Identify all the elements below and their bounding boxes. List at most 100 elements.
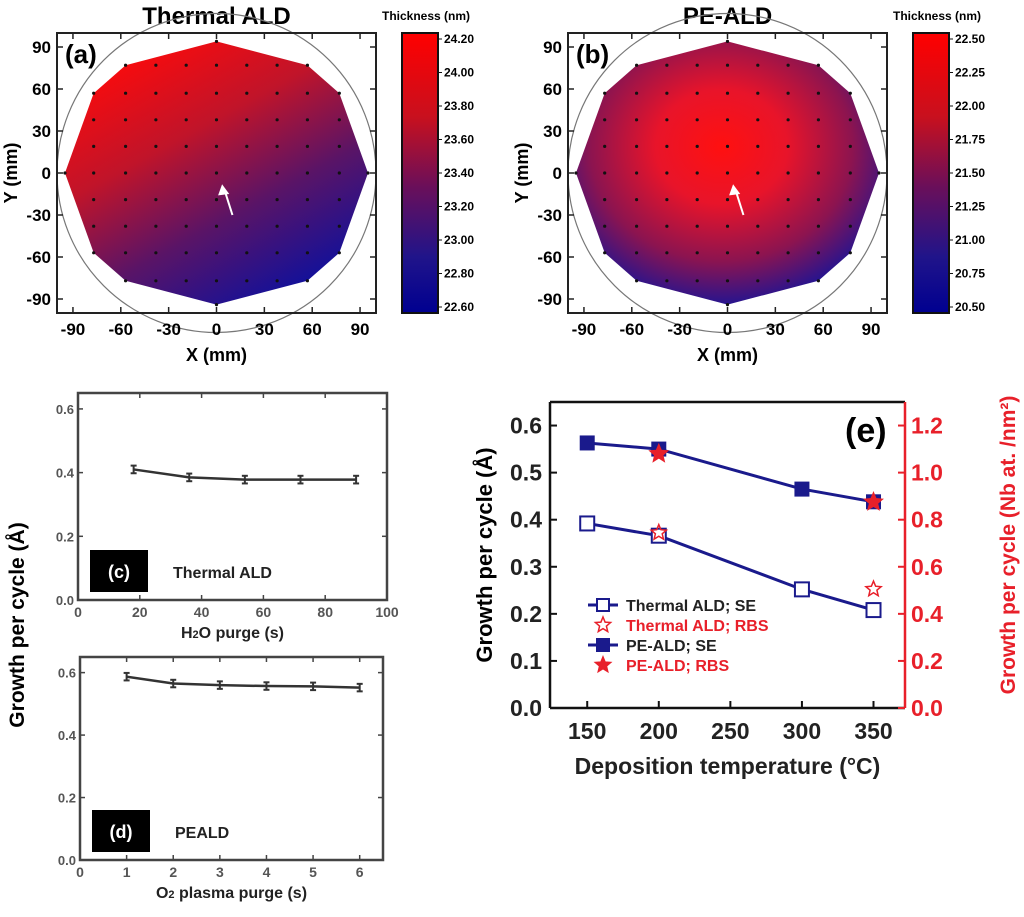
- x-tick-label: 300: [783, 718, 821, 744]
- measurement-point: [634, 251, 639, 255]
- measurement-point: [245, 251, 249, 255]
- measurement-point: [725, 251, 730, 255]
- legend-marker: [593, 655, 613, 674]
- measurement-point: [305, 198, 310, 202]
- measurement-point: [275, 198, 279, 202]
- measurement-point: [275, 144, 279, 148]
- measurement-point: [154, 279, 158, 283]
- measurement-point: [305, 118, 310, 122]
- shared-y-axis-label: Growth per cycle (Å): [5, 522, 29, 727]
- y-tick-label: 0: [42, 164, 51, 183]
- x-tick-label: 30: [255, 320, 274, 339]
- measurement-point: [603, 171, 607, 175]
- measurement-point: [92, 198, 96, 202]
- x-axis-label: Deposition temperature (°C): [575, 753, 881, 779]
- panel-label: (c): [108, 562, 130, 582]
- measurement-point: [634, 171, 639, 175]
- measurement-point: [123, 224, 128, 228]
- measurement-point: [214, 251, 219, 255]
- colorbar-tick-label: 23.00: [444, 233, 474, 247]
- chart-title: Thermal ALD: [142, 3, 290, 30]
- data-point: [864, 579, 883, 598]
- measurement-point: [725, 303, 730, 307]
- measurement-point: [305, 171, 310, 175]
- measurement-point: [245, 63, 249, 67]
- measurement-point: [92, 144, 96, 148]
- measurement-point: [725, 198, 730, 202]
- measurement-point: [816, 63, 821, 67]
- measurement-point: [214, 91, 219, 95]
- measurement-point: [816, 91, 821, 95]
- measurement-point: [305, 91, 310, 95]
- measurement-point: [275, 279, 279, 283]
- y-right-tick-label: 0.8: [911, 507, 943, 533]
- colorbar-label: Thickness (nm): [382, 9, 470, 23]
- measurement-point: [337, 171, 341, 175]
- data-point: [793, 581, 810, 598]
- measurement-point: [786, 118, 790, 122]
- colorbar-tick-label: 21.00: [955, 233, 985, 247]
- x-tick-label: 3: [216, 864, 224, 880]
- measurement-point: [337, 91, 341, 95]
- x-tick-label: -60: [109, 320, 134, 339]
- colorbar-label: Thickness (nm): [893, 9, 981, 23]
- x-tick-label: 90: [351, 320, 370, 339]
- measurement-point: [695, 224, 699, 228]
- y-tick-label: 30: [32, 122, 51, 141]
- measurement-point: [848, 224, 852, 228]
- measurement-point: [725, 224, 730, 228]
- y-axis-label: Y (mm): [1, 143, 21, 204]
- y-tick-label: 60: [32, 80, 51, 99]
- measurement-point: [275, 91, 279, 95]
- data-point: [649, 522, 669, 541]
- y-tick-label: 0.0: [58, 853, 76, 868]
- y-right-tick-label: 0.0: [911, 695, 943, 721]
- x-tick-label: 6: [356, 864, 364, 880]
- data-point: [579, 435, 595, 451]
- measurement-point: [848, 171, 852, 175]
- y-tick-label: 0.2: [58, 791, 76, 806]
- x-tick-label: 80: [317, 604, 333, 620]
- measurement-point: [305, 144, 310, 148]
- x-tick-label: 40: [194, 604, 210, 620]
- legend-label: Thermal ALD; RBS: [626, 618, 769, 635]
- x-axis-label-part: O: [156, 885, 168, 902]
- y-tick-label: 0.2: [510, 601, 542, 627]
- measurement-point: [634, 224, 639, 228]
- measurement-point: [123, 118, 128, 122]
- measurement-point: [184, 118, 188, 122]
- x-tick-label: -30: [667, 320, 692, 339]
- measurement-point: [786, 91, 790, 95]
- x-tick-label: -30: [156, 320, 181, 339]
- colorbar-tick-label: 24.00: [444, 66, 474, 80]
- series-line: [586, 521, 874, 612]
- measurement-point: [184, 144, 188, 148]
- x-tick-label: -90: [572, 320, 597, 339]
- measurement-point: [184, 171, 188, 175]
- measurement-point: [184, 63, 188, 67]
- panel-label: (a): [65, 39, 97, 69]
- measurement-point: [725, 63, 730, 67]
- panel-label: (e): [845, 412, 887, 450]
- measurement-point: [665, 144, 669, 148]
- panel-label-box: [90, 550, 148, 592]
- measurement-point: [816, 144, 821, 148]
- y-axis-label: Y (mm): [512, 143, 532, 204]
- measurement-point: [786, 279, 790, 283]
- x-tick-label: 0: [212, 320, 221, 339]
- heatmap-panel-1: PE-ALD-90 -60 -30 0 30 60 90-90-60-300306090X …: [512, 3, 985, 365]
- legend-label: Thermal ALD; SE: [626, 598, 756, 615]
- x-tick-label: 20: [132, 604, 148, 620]
- measurement-point: [214, 171, 219, 175]
- colorbar-tick-label: 22.50: [955, 32, 985, 46]
- measurement-point: [756, 171, 760, 175]
- y-tick-label: 0.0: [510, 695, 542, 721]
- measurement-point: [214, 303, 219, 307]
- measurement-point: [816, 171, 821, 175]
- y-tick-label: 0.3: [510, 554, 542, 580]
- measurement-point: [123, 251, 128, 255]
- measurement-point: [92, 251, 96, 255]
- measurement-point: [634, 144, 639, 148]
- y-tick-label: -90: [26, 290, 51, 309]
- measurement-point: [665, 251, 669, 255]
